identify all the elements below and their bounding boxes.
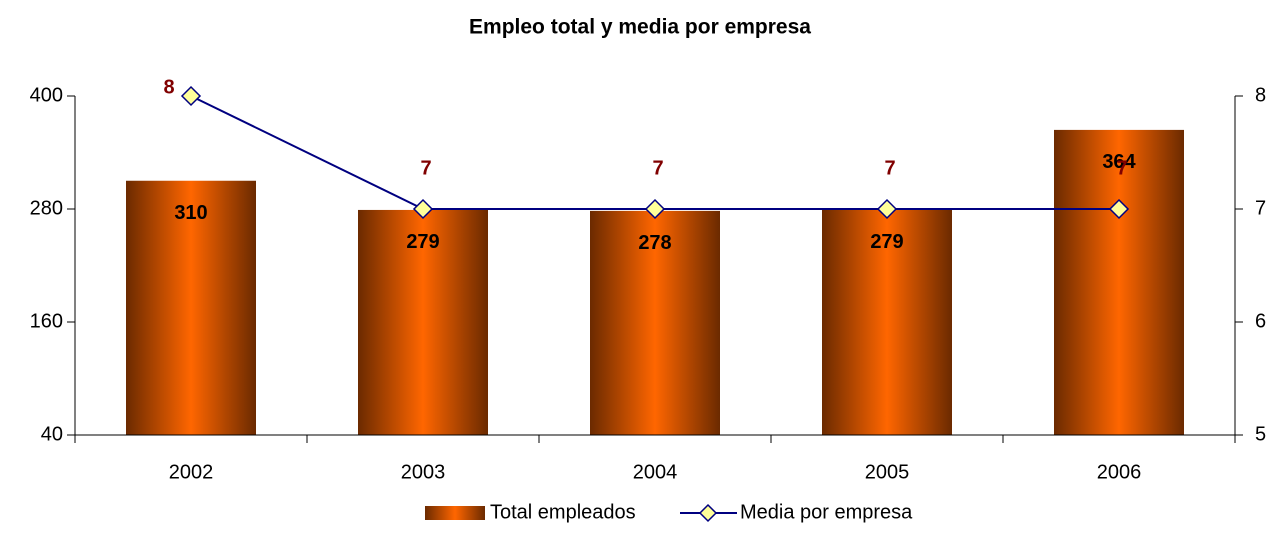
x-tick-label: 2002 [169,461,214,483]
bar [590,210,720,435]
bar [358,209,488,435]
y2-tick-label: 8 [1255,84,1266,106]
bar-value-label: 279 [870,231,903,253]
y2-tick-label: 5 [1255,423,1266,445]
bar-value-label: 279 [406,231,439,253]
legend-marker [698,503,718,523]
legend-label: Total empleados [490,501,636,523]
line-value-label: 7 [652,157,663,179]
bar-value-label: 278 [638,232,671,254]
x-tick-label: 2003 [401,461,446,483]
legend-swatch [425,506,485,520]
y-tick-label: 160 [30,310,63,332]
x-tick-label: 2005 [865,461,910,483]
line-marker [644,198,666,220]
y2-tick-label: 6 [1255,310,1266,332]
line-marker [412,198,434,220]
y-tick-label: 400 [30,84,63,106]
line-marker [1108,198,1130,220]
line-marker [180,85,202,107]
line-value-label: 7 [420,157,431,179]
y2-tick-label: 7 [1255,197,1266,219]
x-tick-label: 2004 [633,461,678,483]
y-tick-label: 280 [30,197,63,219]
bar [1054,129,1184,435]
y-tick-label: 40 [41,423,63,445]
line-marker [876,198,898,220]
line [190,95,1119,210]
x-tick-label: 2006 [1097,461,1142,483]
chart-title: Empleo total y media por empresa [469,16,811,39]
bar-value-label: 364 [1102,151,1136,173]
line-value-label: 7 [1116,157,1127,179]
bar-value-label: 310 [174,202,207,224]
legend-label: Media por empresa [740,501,913,523]
line-value-label: 8 [163,76,174,98]
line-value-label: 7 [884,157,895,179]
bar [126,180,256,435]
bar [822,209,952,435]
